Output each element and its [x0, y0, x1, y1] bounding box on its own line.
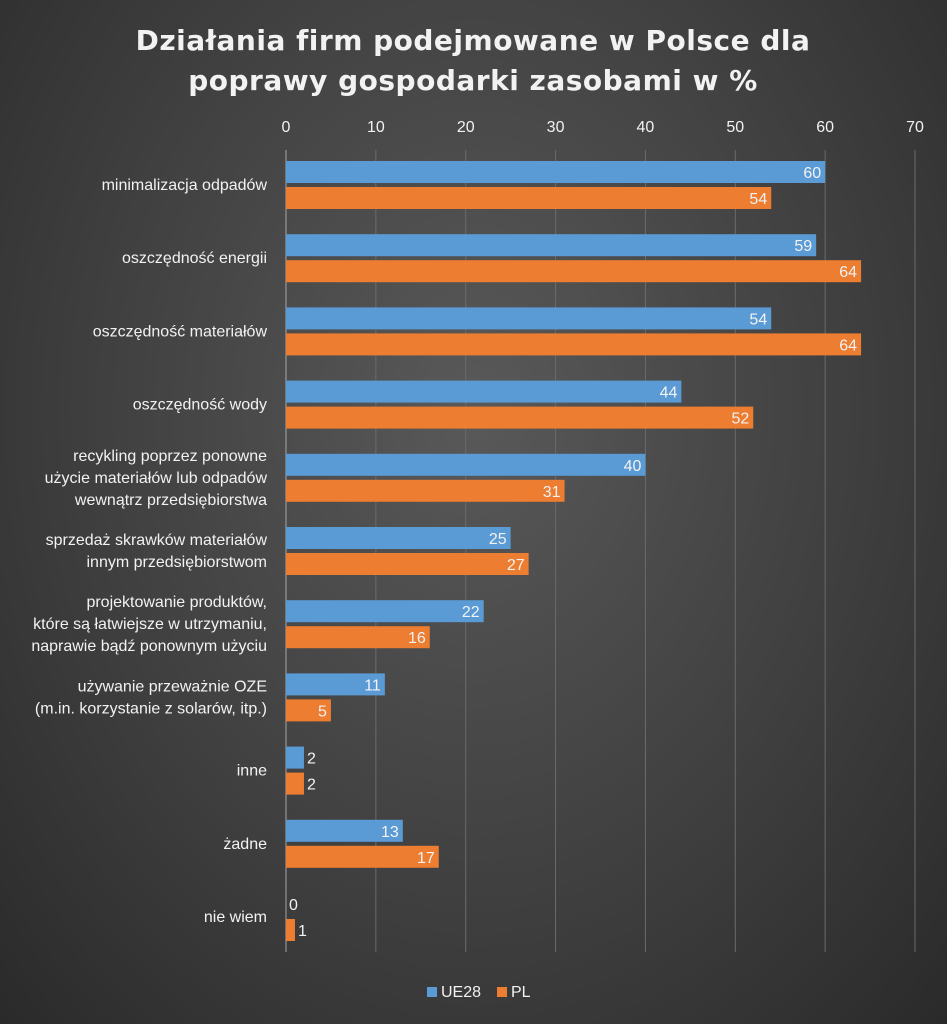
category-label: wewnątrz przedsiębiorstwa: [74, 492, 267, 509]
data-label-pl: 5: [318, 703, 327, 720]
gridlines: [285, 150, 916, 952]
x-tick-label: 20: [457, 119, 475, 136]
category-label: używanie przeważnie OZE: [78, 678, 267, 695]
data-label-ue28: 22: [462, 604, 480, 621]
bar-ue28: [286, 453, 646, 476]
data-label-ue28: 44: [660, 385, 678, 402]
category-labels: minimalizacja odpadów oszczędność energii…: [31, 177, 267, 926]
category-label: inne: [237, 763, 267, 780]
category-label: oszczędność energii: [122, 250, 267, 267]
bar-pl: [286, 406, 754, 429]
category-label: użycie materiałów lub odpadów: [45, 470, 268, 487]
bar-pl: [286, 333, 862, 356]
bar-ue28: [286, 600, 484, 623]
bar-pl: [286, 260, 862, 283]
category-label: które są łatwiejsze w utrzymaniu,: [33, 616, 267, 633]
data-label-ue28: 40: [624, 458, 642, 475]
data-label-pl: 52: [731, 411, 749, 428]
category-label: naprawie bądź ponownym użyciu: [31, 638, 267, 655]
bar-pl: [286, 479, 565, 502]
legend-label-pl: PL: [511, 984, 531, 1001]
x-tick-label: 60: [816, 119, 834, 136]
bar-ue28: [286, 673, 385, 696]
bar-ue28: [286, 819, 403, 842]
category-label: oszczędność wody: [133, 397, 267, 414]
data-label-ue28: 60: [803, 165, 821, 182]
legend: UE28 PL: [427, 984, 531, 1001]
bar-ue28: [286, 527, 511, 549]
data-label-pl: 2: [307, 777, 316, 794]
x-tick-label: 40: [637, 119, 655, 136]
category-label: recykling poprzez ponowne: [73, 448, 267, 465]
data-label-pl: 64: [839, 337, 857, 354]
bars: [286, 161, 862, 941]
chart-title-line: Działania firm podejmowane w Polsce dla: [136, 24, 811, 57]
legend-label-ue28: UE28: [441, 984, 481, 1001]
data-label-pl: 16: [408, 630, 426, 647]
data-label-ue28: 54: [749, 311, 767, 328]
chart-title: Działania firm podejmowane w Polsce dla p…: [136, 24, 811, 97]
data-label-pl: 64: [839, 264, 857, 281]
data-label-ue28: 13: [381, 824, 399, 841]
bar-pl: [286, 187, 772, 209]
bar-pl: [286, 626, 430, 649]
data-label-ue28: 25: [489, 531, 507, 548]
x-tick-label: 0: [282, 119, 291, 136]
data-label-ue28: 11: [364, 677, 381, 694]
data-label-ue28: 59: [794, 238, 812, 255]
category-label: (m.in. korzystanie z solarów, itp.): [35, 700, 267, 717]
legend-swatch-pl: [497, 987, 507, 997]
x-tick-label: 70: [906, 119, 924, 136]
x-axis-ticks: 0 10 20 30 40 50 60 70: [282, 119, 924, 136]
category-label: minimalizacja odpadów: [102, 177, 268, 194]
category-label: żadne: [223, 836, 267, 853]
data-label-pl: 1: [298, 923, 307, 940]
bar-ue28: [286, 161, 826, 183]
legend-swatch-ue28: [427, 987, 437, 997]
data-label-pl: 31: [543, 484, 561, 501]
bar-ue28: [286, 380, 682, 403]
data-label-ue28: 0: [289, 897, 298, 914]
data-label-pl: 54: [749, 191, 767, 208]
bar-pl: [286, 553, 529, 575]
bar-ue28: [286, 234, 817, 257]
bar-ue28: [286, 746, 304, 769]
category-label: projektowanie produktów,: [86, 594, 267, 611]
data-label-ue28: 2: [307, 751, 316, 768]
category-label: innym przedsiębiorstwom: [86, 554, 267, 571]
data-label-pl: 27: [507, 557, 525, 574]
data-label-pl: 17: [417, 850, 435, 867]
x-tick-label: 10: [367, 119, 385, 136]
chart-title-line: poprawy gospodarki zasobami w %: [188, 64, 758, 97]
bar-pl: [286, 699, 331, 722]
bar-ue28: [286, 307, 772, 330]
category-label: nie wiem: [204, 909, 267, 926]
x-tick-label: 30: [547, 119, 565, 136]
bar-pl: [286, 772, 304, 795]
category-label: sprzedaż skrawków materiałów: [46, 532, 268, 549]
category-label: oszczędność materiałów: [93, 323, 268, 340]
bar-pl: [286, 845, 439, 868]
x-tick-label: 50: [726, 119, 744, 136]
bar-pl: [286, 919, 295, 941]
